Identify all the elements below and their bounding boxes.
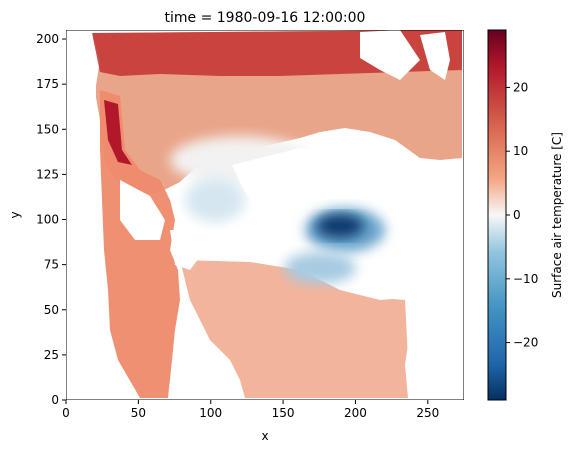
- chart-title: time = 1980-09-16 12:00:00: [165, 10, 366, 26]
- warm-coast-west: [104, 100, 132, 165]
- y-tick-label: 100: [36, 213, 59, 227]
- colorbar-gradient: [487, 29, 507, 401]
- water-region-3: [360, 30, 420, 80]
- colorbar-ticks: −20 −10 0 10 20: [506, 80, 538, 350]
- x-tick-label: 250: [416, 406, 439, 420]
- heatmap-field: [66, 30, 464, 398]
- y-axis-label: y: [8, 211, 22, 218]
- x-tick-label: 100: [199, 406, 222, 420]
- colorbar: −20 −10 0 10 20 Surface air temperature [C]: [487, 29, 564, 401]
- y-axis: 0 25 50 75 100 125 150 175 200: [36, 32, 66, 407]
- colorbar-tick-label: −10: [513, 272, 538, 286]
- water-region-2: [200, 230, 320, 262]
- water-region-6: [380, 160, 464, 398]
- x-tick-label: 50: [131, 406, 146, 420]
- water-region-7: [170, 230, 205, 270]
- water-region-8: [120, 180, 165, 240]
- y-tick-label: 150: [36, 122, 59, 136]
- x-axis: 0 50 100 150 200 250: [62, 400, 439, 420]
- plot-area: [66, 30, 464, 400]
- x-tick-label: 150: [272, 406, 295, 420]
- x-axis-label: x: [261, 429, 268, 443]
- colorbar-tick-label: 10: [513, 144, 528, 158]
- y-tick-label: 200: [36, 32, 59, 46]
- land-region-south: [180, 260, 410, 398]
- colorbar-tick-label: 0: [513, 208, 521, 222]
- colorbar-label: Surface air temperature [C]: [550, 132, 564, 298]
- colorbar-tick-label: 20: [513, 80, 528, 94]
- y-tick-label: 0: [51, 393, 59, 407]
- cold-anomaly-core: [316, 214, 364, 238]
- cool-region-west: [185, 178, 245, 222]
- water-region-4: [420, 32, 450, 80]
- water-region-5: [66, 30, 96, 398]
- colorbar-tick-label: −20: [513, 336, 538, 350]
- cool-anomaly-south: [284, 252, 356, 284]
- y-tick-label: 50: [44, 303, 59, 317]
- land-region-west-coast: [100, 90, 180, 398]
- x-tick-label: 200: [344, 406, 367, 420]
- x-tick-label: 0: [62, 406, 70, 420]
- y-tick-label: 125: [36, 167, 59, 181]
- y-tick-label: 175: [36, 77, 59, 91]
- y-tick-label: 25: [44, 348, 59, 362]
- y-tick-label: 75: [44, 258, 59, 272]
